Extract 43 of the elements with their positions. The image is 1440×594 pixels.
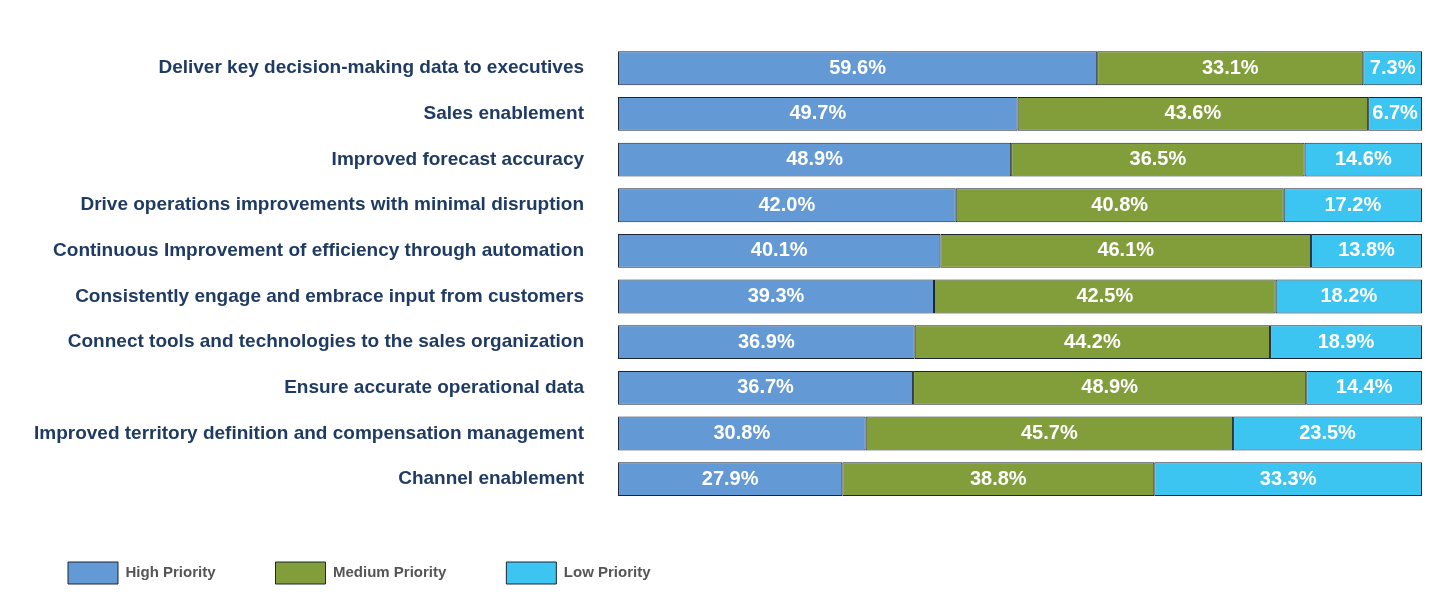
y-tick-label: Ensure accurate operational data (284, 376, 585, 398)
data-label: 14.4% (1335, 375, 1393, 398)
y-tick-label: Sales enablement (423, 102, 585, 124)
data-label: 38.8% (969, 466, 1027, 489)
data-label: 7.3% (1369, 55, 1416, 78)
data-label: 39.3% (747, 284, 805, 307)
data-label: 27.9% (701, 466, 759, 489)
data-label: 42.0% (758, 192, 816, 215)
data-label: 18.9% (1317, 329, 1375, 352)
data-label: 45.7% (1021, 421, 1078, 444)
data-label: 13.8% (1338, 238, 1396, 261)
data-label: 49.7% (789, 101, 847, 124)
data-label: 36.9% (738, 329, 795, 352)
data-label: 59.6% (829, 55, 887, 78)
data-label: 48.9% (786, 147, 844, 170)
data-label: 36.5% (1129, 147, 1187, 170)
data-label: 6.7% (1372, 101, 1419, 124)
y-tick-label: Channel enablement (398, 467, 585, 489)
y-tick-label: Improved territory definition and compensation management (33, 421, 585, 443)
data-label: 43.6% (1164, 101, 1222, 124)
y-tick-label: Drive operations improvements with minimal disruption (80, 193, 585, 215)
data-label: 30.8% (713, 421, 771, 444)
data-label: 40.8% (1091, 192, 1149, 215)
data-label: 40.1% (750, 238, 808, 261)
y-tick-label: Connect tools and technologies to the sales organization (67, 330, 585, 352)
y-tick-label: Consistently engage and embrace input from customers (75, 284, 585, 306)
y-tick-label: Deliver key decision-making data to executives (158, 56, 585, 78)
data-label: 36.7% (737, 375, 795, 398)
data-label: 42.5% (1076, 284, 1134, 307)
data-label: 23.5% (1299, 421, 1357, 444)
data-label: 33.3% (1259, 466, 1317, 489)
y-tick-label: Continuous Improvement of efficiency through automation (53, 239, 585, 261)
data-label: 33.1% (1201, 55, 1259, 78)
legend-label: High Priority (125, 563, 217, 581)
data-label: 48.9% (1081, 375, 1139, 398)
y-tick-label: Improved forecast accuracy (331, 147, 585, 169)
legend-label: Low Priority (563, 563, 652, 581)
data-label: 18.2% (1320, 284, 1378, 307)
data-label: 17.2% (1324, 192, 1382, 215)
data-label: 46.1% (1097, 238, 1155, 261)
data-label: 44.2% (1064, 329, 1121, 352)
data-label: 14.6% (1334, 147, 1392, 170)
legend-label: Medium Priority (333, 563, 448, 581)
